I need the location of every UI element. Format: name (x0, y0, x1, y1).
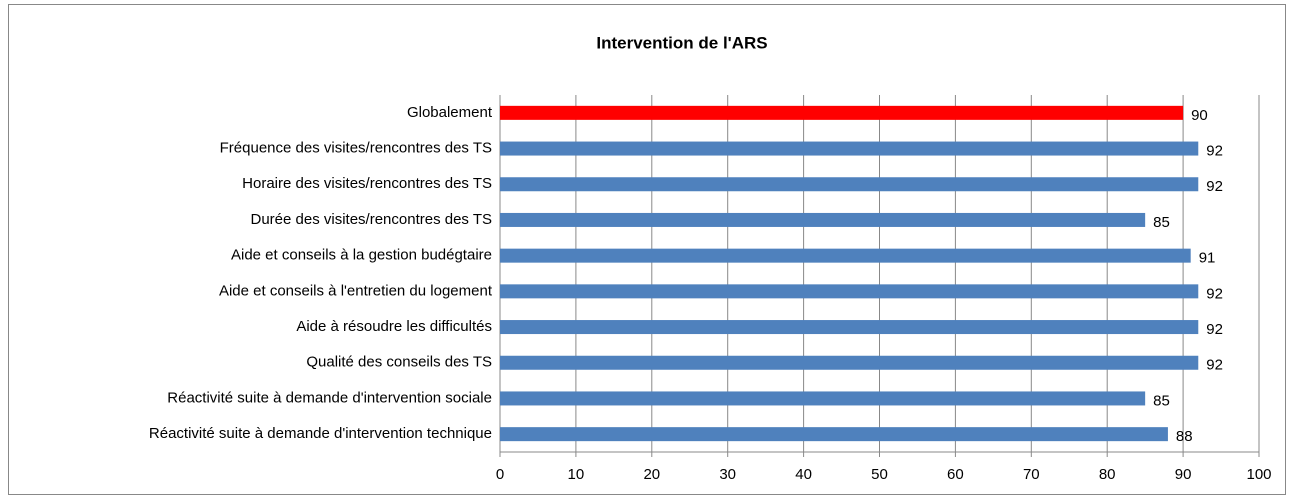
data-label: 91 (1199, 250, 1216, 267)
x-tick-label: 30 (719, 466, 736, 483)
x-tick-label: 60 (947, 466, 964, 483)
bar (500, 105, 1184, 120)
data-label: 85 (1153, 392, 1170, 409)
chart-title: Intervention de l'ARS (596, 33, 767, 52)
y-tick-label: Aide à résoudre les difficultés (296, 318, 492, 335)
y-tick-label: Horaire des visites/rencontres des TS (242, 175, 492, 192)
x-tick-label: 10 (568, 466, 585, 483)
bar (500, 212, 1146, 227)
data-label: 92 (1206, 178, 1223, 195)
x-tick-label: 100 (1246, 466, 1271, 483)
bar (500, 141, 1199, 156)
bar (500, 284, 1199, 299)
bar (500, 427, 1168, 442)
x-tick-label: 50 (871, 466, 888, 483)
y-tick-label: Aide et conseils à la gestion budégtaire (231, 247, 492, 264)
data-label: 90 (1191, 107, 1208, 124)
y-tick-label: Réactivité suite à demande d'interventio… (167, 389, 492, 406)
y-tick-label: Qualité des conseils des TS (306, 354, 492, 371)
bar (500, 355, 1199, 370)
data-label: 92 (1206, 143, 1223, 160)
data-label: 88 (1176, 428, 1193, 445)
x-tick-label: 70 (1023, 466, 1040, 483)
x-tick-label: 90 (1175, 466, 1192, 483)
x-tick-label: 0 (496, 466, 504, 483)
y-tick-label: Fréquence des visites/rencontres des TS (220, 140, 492, 157)
y-tick-label: Aide et conseils à l'entretien du logeme… (219, 282, 493, 299)
y-tick-label: Globalement (407, 104, 493, 121)
x-tick-label: 80 (1099, 466, 1116, 483)
data-label: 92 (1206, 321, 1223, 338)
bar (500, 177, 1199, 192)
data-label: 92 (1206, 285, 1223, 302)
x-tick-label: 40 (795, 466, 812, 483)
bar (500, 320, 1199, 335)
y-tick-label: Réactivité suite à demande d'interventio… (149, 425, 492, 442)
x-tick-label: 20 (643, 466, 660, 483)
data-label: 85 (1153, 214, 1170, 231)
bar (500, 391, 1146, 406)
y-tick-label: Durée des visites/rencontres des TS (250, 211, 492, 228)
data-label: 92 (1206, 357, 1223, 374)
bar (500, 248, 1191, 263)
